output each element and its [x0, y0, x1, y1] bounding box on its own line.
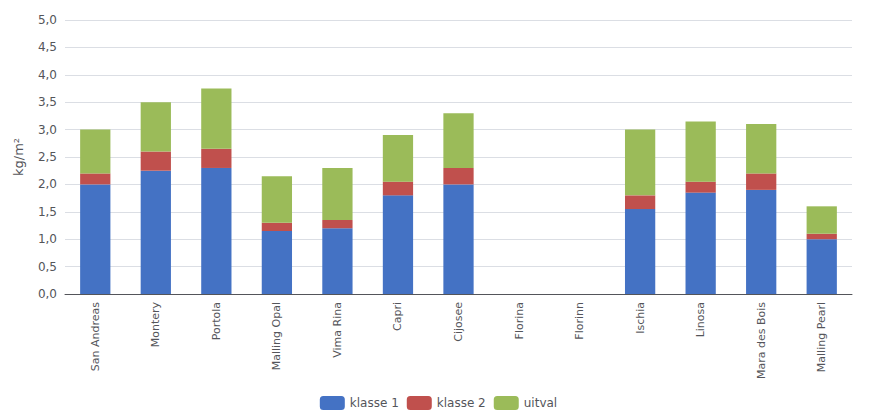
svg-text:Mara des Bois: Mara des Bois: [755, 302, 768, 379]
svg-text:Portola: Portola: [210, 302, 223, 340]
svg-text:1,5: 1,5: [38, 205, 57, 219]
svg-text:uitval: uitval: [524, 396, 557, 410]
svg-text:5,0: 5,0: [38, 13, 57, 27]
svg-text:1,0: 1,0: [38, 232, 57, 246]
svg-text:Malling Opal: Malling Opal: [270, 302, 283, 370]
svg-text:Vima Rina: Vima Rina: [331, 302, 344, 358]
svg-text:Capri: Capri: [391, 302, 404, 331]
svg-text:Linosa: Linosa: [694, 302, 707, 337]
svg-text:Cijosee: Cijosee: [452, 302, 465, 342]
svg-text:Florinn: Florinn: [573, 302, 586, 340]
svg-text:kg/m²: kg/m²: [11, 138, 26, 176]
svg-text:Malling Pearl: Malling Pearl: [815, 302, 828, 372]
svg-text:0,0: 0,0: [38, 287, 57, 301]
svg-text:klasse 1: klasse 1: [350, 396, 399, 410]
svg-text:4,0: 4,0: [38, 68, 57, 82]
svg-text:3,0: 3,0: [38, 123, 57, 137]
svg-text:Ischia: Ischia: [634, 302, 647, 334]
svg-text:3,5: 3,5: [38, 95, 57, 109]
svg-text:0,5: 0,5: [38, 260, 57, 274]
svg-text:4,5: 4,5: [38, 40, 57, 54]
svg-text:2,5: 2,5: [38, 150, 57, 164]
svg-text:Montery: Montery: [149, 302, 162, 348]
svg-text:2,0: 2,0: [38, 177, 57, 191]
svg-text:Florina: Florina: [513, 302, 526, 339]
svg-text:klasse 2: klasse 2: [437, 396, 486, 410]
svg-text:San Andreas: San Andreas: [89, 302, 102, 371]
